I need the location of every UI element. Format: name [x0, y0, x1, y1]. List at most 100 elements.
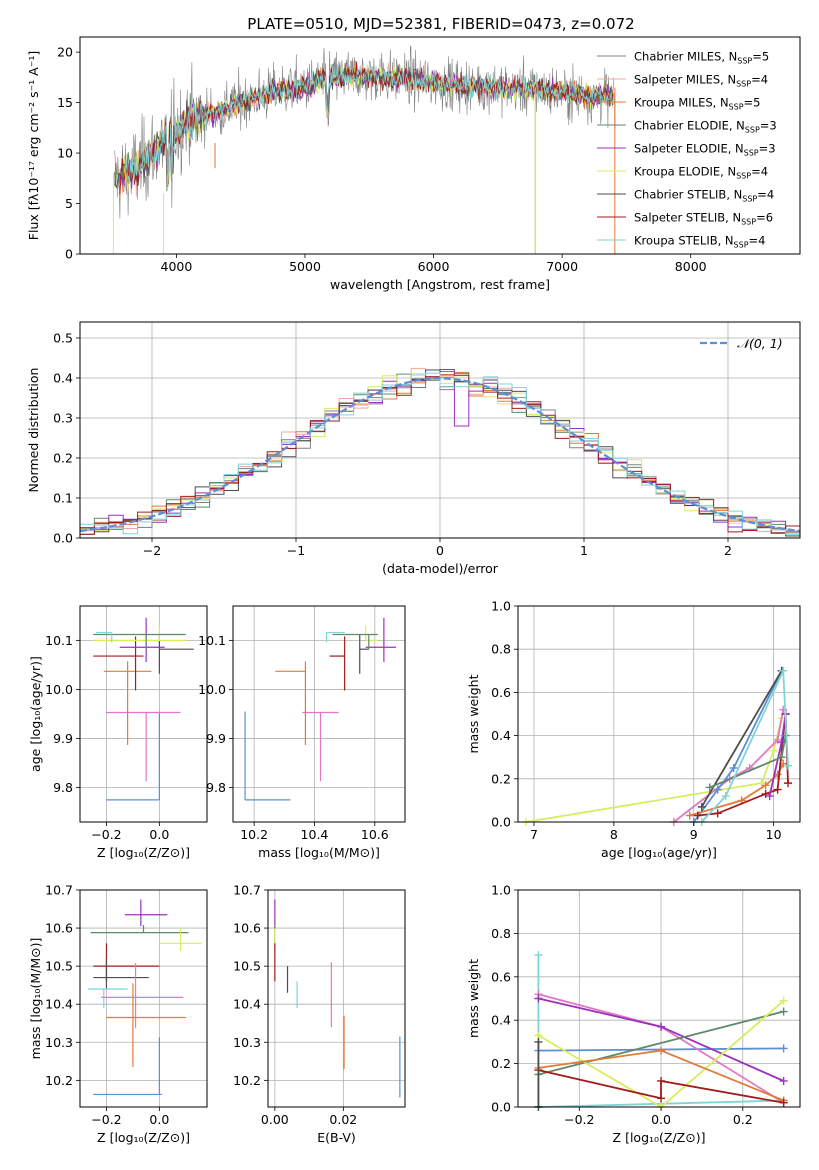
x-tick-label: 0: [436, 543, 444, 558]
x-tick-label: 10.4: [301, 827, 329, 842]
x-tick-label: 10: [766, 827, 782, 842]
y-tick-label: 9.9: [53, 731, 73, 746]
legend-label: Kroupa ELODIE, N: [634, 165, 736, 179]
y-tick-label: 20: [57, 45, 73, 60]
chart-spectrum: 4000 5000 6000 7000 8000 0 5 10 15 20 wavelength […: [26, 36, 801, 292]
y-tick-label: 10.4: [233, 997, 261, 1012]
legend-sub: SSP: [741, 218, 756, 227]
x-tick-label: 8: [610, 827, 618, 842]
x-tick-label: −0.2: [91, 1112, 121, 1127]
errorbar-point: [244, 711, 291, 801]
x-tick-label: 1: [580, 543, 588, 558]
y-tick-label: 9.8: [53, 780, 73, 795]
plot-area: [274, 899, 401, 1098]
legend-entry: Salpeter MILES, NSSP=4: [634, 73, 768, 89]
y-tick-label: 10.3: [45, 1035, 73, 1050]
x-tick-label: 0.00: [261, 1112, 289, 1127]
weight-marker: [777, 753, 786, 762]
weight-marker: [534, 1037, 543, 1046]
y-tick-label: 10.1: [45, 633, 73, 648]
y-tick-label: 0.2: [53, 451, 73, 466]
x-tick-label: 10.6: [361, 827, 389, 842]
x-tick-label: 0.2: [733, 1112, 753, 1127]
errorbar-point: [275, 661, 307, 745]
weight-marker: [685, 811, 694, 820]
y-tick-label: 0.3: [53, 411, 73, 426]
chart-weight-vs-age: 7 8 9 10 0.0 0.2 0.4 0.6 0.8 1.0 age [log₁₀(age/yr…: [466, 599, 801, 860]
x-axis-label: wavelength [Angstrom, rest frame]: [330, 277, 550, 292]
weight-marker: [729, 764, 738, 772]
weight-marker: [721, 792, 730, 801]
errorbar-point: [124, 899, 168, 927]
x-tick-label: 10.2: [240, 827, 268, 842]
y-axis-label: Flux [fλ10⁻¹⁷ erg cm⁻² s⁻¹ A⁻¹]: [26, 51, 41, 240]
weight-marker: [779, 666, 788, 675]
y-axis-label: Normed distribution: [26, 368, 41, 493]
legend: 𝒩(0, 1): [700, 336, 783, 351]
y-tick-label: 0.4: [491, 728, 511, 743]
x-axis-label: Z [log₁₀(Z/Z⊙)]: [613, 1130, 706, 1145]
y-tick-label: 1.0: [491, 599, 511, 614]
x-tick-label: 0.0: [651, 1112, 671, 1127]
plot-area: [87, 899, 202, 1096]
chart-residuals: −2 −1 0 1 2 0.0 0.1 0.2 0.3 0.4 0.5 (data-model)/er…: [26, 321, 801, 576]
x-tick-label: 0.0: [149, 827, 169, 842]
errorbar-point: [159, 928, 202, 951]
errorbar-point: [93, 633, 186, 650]
y-tick-label: 10.0: [45, 682, 73, 697]
weight-marker: [779, 1044, 788, 1053]
y-tick-label: 0.6: [491, 969, 511, 984]
weight-marker: [657, 1046, 666, 1055]
errorbar-point: [93, 958, 149, 989]
errorbar-point: [106, 983, 186, 1068]
weight-marker: [765, 792, 774, 801]
legend-label: Chabrier MILES, N: [634, 50, 737, 64]
y-tick-label: 9.9: [206, 731, 226, 746]
y-tick-label: 0.5: [53, 331, 73, 346]
chart-weight-vs-Z: −0.2 0.0 0.2 0.0 0.2 0.4 0.6 0.8 1.0 Z [log₁₀(Z/Z…: [466, 883, 801, 1145]
y-tick-label: 10: [57, 146, 73, 161]
x-tick-label: 2: [724, 543, 732, 558]
weight-marker: [657, 1022, 666, 1031]
legend-suffix: =3: [759, 142, 776, 156]
y-tick-label: 15: [57, 95, 73, 110]
plot-area: [534, 951, 788, 1111]
y-tick-label: 10.7: [45, 883, 73, 898]
weight-marker: [713, 785, 722, 794]
y-tick-label: 10.3: [233, 1035, 261, 1050]
errorbar-point: [87, 988, 128, 1009]
weight-series: [538, 1069, 784, 1104]
x-tick-label: 7000: [546, 259, 578, 274]
y-tick-label: 10.5: [233, 959, 261, 974]
y-axis-label: mass [log₁₀(M/M⊙)]: [28, 938, 43, 1060]
axes-frame: [267, 889, 406, 1108]
y-tick-label: 0.6: [491, 685, 511, 700]
x-tick-label: −2: [143, 543, 161, 558]
x-axis-label: age [log₁₀(age/yr)]: [601, 845, 717, 860]
x-axis-label: mass [log₁₀(M/M⊙)]: [258, 845, 380, 860]
weight-series: [693, 670, 783, 823]
legend-sub: SSP: [742, 195, 757, 204]
errorbar-point: [95, 631, 113, 643]
x-axis-label: E(B-V): [317, 1130, 356, 1145]
x-axis-label: (data-model)/error: [382, 561, 499, 576]
x-tick-label: 8000: [675, 259, 707, 274]
y-tick-label: 10.2: [233, 1073, 261, 1088]
y-tick-label: 0.0: [491, 1100, 511, 1115]
legend-label: Salpeter MILES, N: [634, 73, 736, 87]
plot-area: [112, 45, 616, 254]
errorbar-point: [158, 634, 194, 674]
y-tick-label: 10.2: [45, 1073, 73, 1088]
x-tick-label: 7: [530, 827, 538, 842]
legend-sub: SSP: [745, 126, 760, 135]
weight-marker: [761, 781, 770, 790]
legend-suffix: =3: [760, 119, 777, 133]
spectrum-series: [114, 62, 614, 189]
weight-marker: [779, 996, 788, 1005]
errorbar-point: [93, 1037, 163, 1096]
x-tick-label: −1: [287, 543, 305, 558]
y-tick-label: 10.6: [45, 921, 73, 936]
y-axis-label: mass weight: [466, 674, 481, 753]
